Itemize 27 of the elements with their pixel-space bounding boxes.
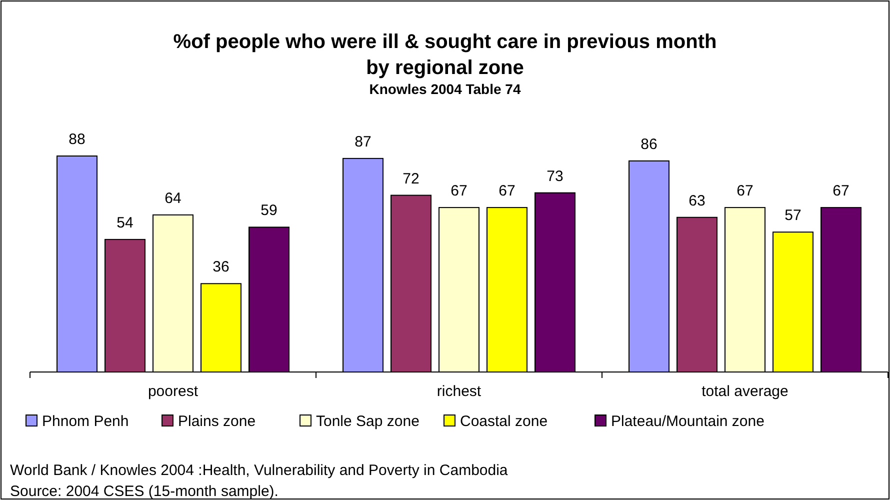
x-tick-label: richest (436, 383, 482, 400)
legend-label: Plateau/Mountain zone (611, 413, 764, 430)
x-tick-label: poorest (148, 383, 199, 400)
data-label: 72 (402, 170, 420, 188)
data-label: 86 (640, 136, 658, 153)
text: World Bank / Knowles 2004 :Health, Vulnerability and Poverty in Cambodia (10, 462, 508, 479)
data-label: 67 (736, 182, 754, 200)
data-label: 63 (688, 192, 706, 210)
data-label: 64 (164, 190, 182, 207)
chart-title: %of people who were ill & sought care in previous month by regional zone (173, 31, 717, 79)
data-label: 73 (546, 168, 564, 185)
data-label: 57 (784, 207, 802, 224)
chart-subtitle: Knowles 2004 Table 74 (369, 81, 521, 97)
data-label: 36 (212, 258, 230, 276)
data-label: 59 (260, 202, 278, 220)
legend-label: Coastal zone (460, 413, 548, 430)
legend-label: Plains zone (178, 413, 256, 430)
data-label: 67 (498, 182, 516, 200)
legend-label: Phnom Penh (42, 413, 129, 430)
data-label: 67 (450, 182, 468, 200)
data-label: 67 (832, 182, 850, 200)
x-tick-label: total average (702, 383, 788, 400)
source-note: Source: 2004 CSES (15-month sample). (10, 483, 278, 500)
data-label: 54 (116, 214, 134, 232)
data-label: 88 (68, 131, 86, 148)
data-label: 87 (354, 133, 372, 150)
legend-label: Tonle Sap zone (316, 413, 420, 430)
